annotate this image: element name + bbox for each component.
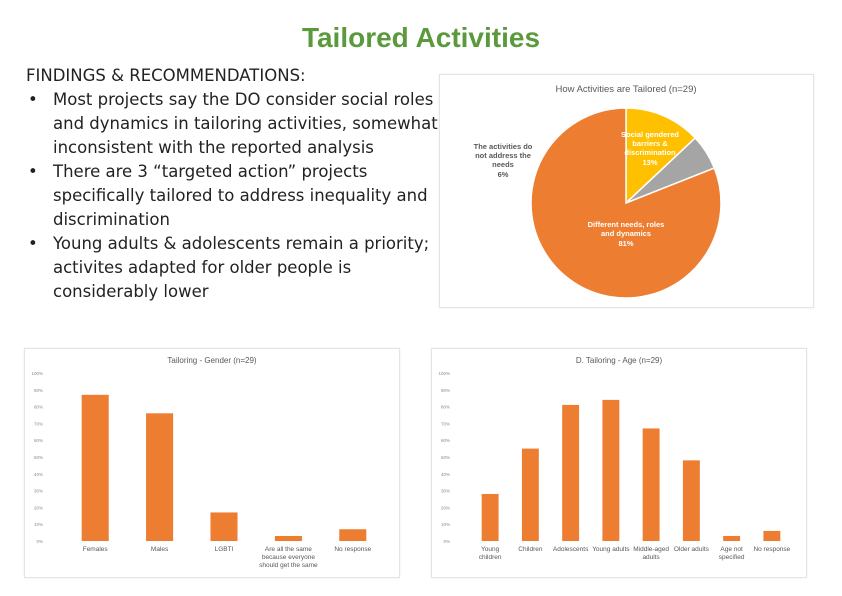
pie-chart: How Activities are Tailored (n=29) Socia… bbox=[474, 84, 722, 299]
finding-text: There are 3 “targeted action” projects s… bbox=[53, 162, 428, 229]
finding-text: Young adults & adolescents remain a prio… bbox=[53, 234, 430, 301]
pie-slice bbox=[530, 107, 722, 299]
age-x-tick-label: Age not specified bbox=[719, 546, 745, 561]
age-y-tick-label: 20% bbox=[441, 505, 450, 510]
gender-x-tick-label: Are all the same because everyone should g… bbox=[259, 546, 318, 569]
findings-text-block: FINDINGS & RECOMMENDATIONS: • Most projec… bbox=[26, 64, 446, 304]
gender-y-tick-label: 100% bbox=[31, 371, 43, 376]
age-y-tick-label: 90% bbox=[441, 388, 450, 393]
age-y-tick-label: 0% bbox=[443, 539, 450, 544]
gender-y-tick-label: 70% bbox=[34, 421, 43, 426]
age-x-tick-label: Older adults bbox=[674, 546, 710, 553]
gender-bar bbox=[274, 535, 302, 541]
finding-item: • There are 3 “targeted action” projects … bbox=[26, 160, 446, 232]
gender-bar bbox=[146, 413, 174, 541]
gender-y-tick-label: 40% bbox=[34, 472, 43, 477]
age-x-tick-label: Adolescents bbox=[553, 546, 589, 553]
age-bar bbox=[481, 493, 499, 541]
gender-x-tick-label: LGBTI bbox=[215, 546, 234, 553]
gender-bar bbox=[81, 394, 109, 541]
age-y-tick-label: 30% bbox=[441, 489, 450, 494]
bullet-icon: • bbox=[28, 90, 38, 109]
age-chart-panel: D. Tailoring - Age (n=29) 0% 10% 20% 30% 40% 5… bbox=[431, 348, 807, 578]
age-bar bbox=[723, 535, 741, 541]
findings-heading: FINDINGS & RECOMMENDATIONS: bbox=[26, 66, 306, 85]
age-bar bbox=[763, 530, 781, 541]
age-x-tick-label: Young adults bbox=[592, 546, 630, 553]
age-bar bbox=[562, 404, 580, 541]
gender-y-tick-label: 30% bbox=[34, 489, 43, 494]
age-bar bbox=[602, 399, 620, 541]
gender-y-tick-label: 20% bbox=[34, 505, 43, 510]
gender-y-tick-label: 80% bbox=[34, 405, 43, 410]
pie-chart-title: How Activities are Tailored (n=29) bbox=[555, 84, 696, 95]
pie-slice bbox=[625, 107, 697, 205]
gender-x-tick-label: Males bbox=[151, 546, 169, 553]
age-chart-title: D. Tailoring - Age (n=29) bbox=[576, 356, 663, 365]
finding-text: Most projects say the DO consider social… bbox=[53, 90, 438, 157]
gender-chart-title: Tailoring - Gender (n=29) bbox=[167, 356, 256, 365]
pie-slice-label: Social gendered barriers & discrimination 1… bbox=[621, 130, 679, 167]
pie-slice-label: Different needs, roles and dynamics 81% bbox=[588, 220, 665, 248]
age-y-tick-label: 50% bbox=[441, 455, 450, 460]
gender-y-tick-label: 50% bbox=[34, 455, 43, 460]
age-y-tick-label: 70% bbox=[441, 421, 450, 426]
age-bar bbox=[682, 460, 700, 541]
gender-bar-chart: Tailoring - Gender (n=29) 0% 10% 20% 30% 40% 5… bbox=[31, 356, 371, 569]
age-x-tick-label: No response bbox=[753, 546, 790, 553]
age-y-tick-label: 100% bbox=[438, 371, 450, 376]
gender-x-tick-label: No response bbox=[334, 546, 371, 553]
findings-list: • Most projects say the DO consider socia… bbox=[26, 88, 446, 304]
gender-y-tick-label: 10% bbox=[34, 522, 43, 527]
age-bar-chart: D. Tailoring - Age (n=29) 0% 10% 20% 30% 40% 5… bbox=[438, 356, 790, 561]
age-y-tick-label: 80% bbox=[441, 405, 450, 410]
gender-chart-panel: Tailoring - Gender (n=29) 0% 10% 20% 30% 40% 5… bbox=[24, 348, 400, 578]
age-y-tick-label: 10% bbox=[441, 522, 450, 527]
age-bar bbox=[521, 448, 539, 541]
pie-chart-panel: How Activities are Tailored (n=29) Socia… bbox=[439, 74, 814, 308]
age-x-tick-label: Young children bbox=[479, 546, 502, 561]
slide-title: Tailored Activities bbox=[301, 22, 541, 53]
gender-y-tick-label: 90% bbox=[34, 388, 43, 393]
gender-bar bbox=[210, 512, 238, 541]
age-y-tick-label: 40% bbox=[441, 472, 450, 477]
age-y-tick-label: 60% bbox=[441, 438, 450, 443]
age-x-tick-label: Children bbox=[518, 546, 543, 553]
age-x-tick-label: Middle-aged adults bbox=[633, 546, 669, 561]
pie-slice-label: The activities do not address the needs 6% bbox=[474, 142, 533, 179]
finding-item: • Most projects say the DO consider socia… bbox=[26, 88, 446, 160]
bullet-icon: • bbox=[28, 234, 38, 253]
gender-y-tick-label: 60% bbox=[34, 438, 43, 443]
bullet-icon: • bbox=[28, 162, 38, 181]
age-bar bbox=[642, 428, 660, 541]
gender-x-tick-label: Females bbox=[83, 546, 109, 553]
gender-bar bbox=[339, 529, 367, 541]
finding-item: • Young adults & adolescents remain a pri… bbox=[26, 232, 446, 304]
gender-y-tick-label: 0% bbox=[36, 539, 43, 544]
